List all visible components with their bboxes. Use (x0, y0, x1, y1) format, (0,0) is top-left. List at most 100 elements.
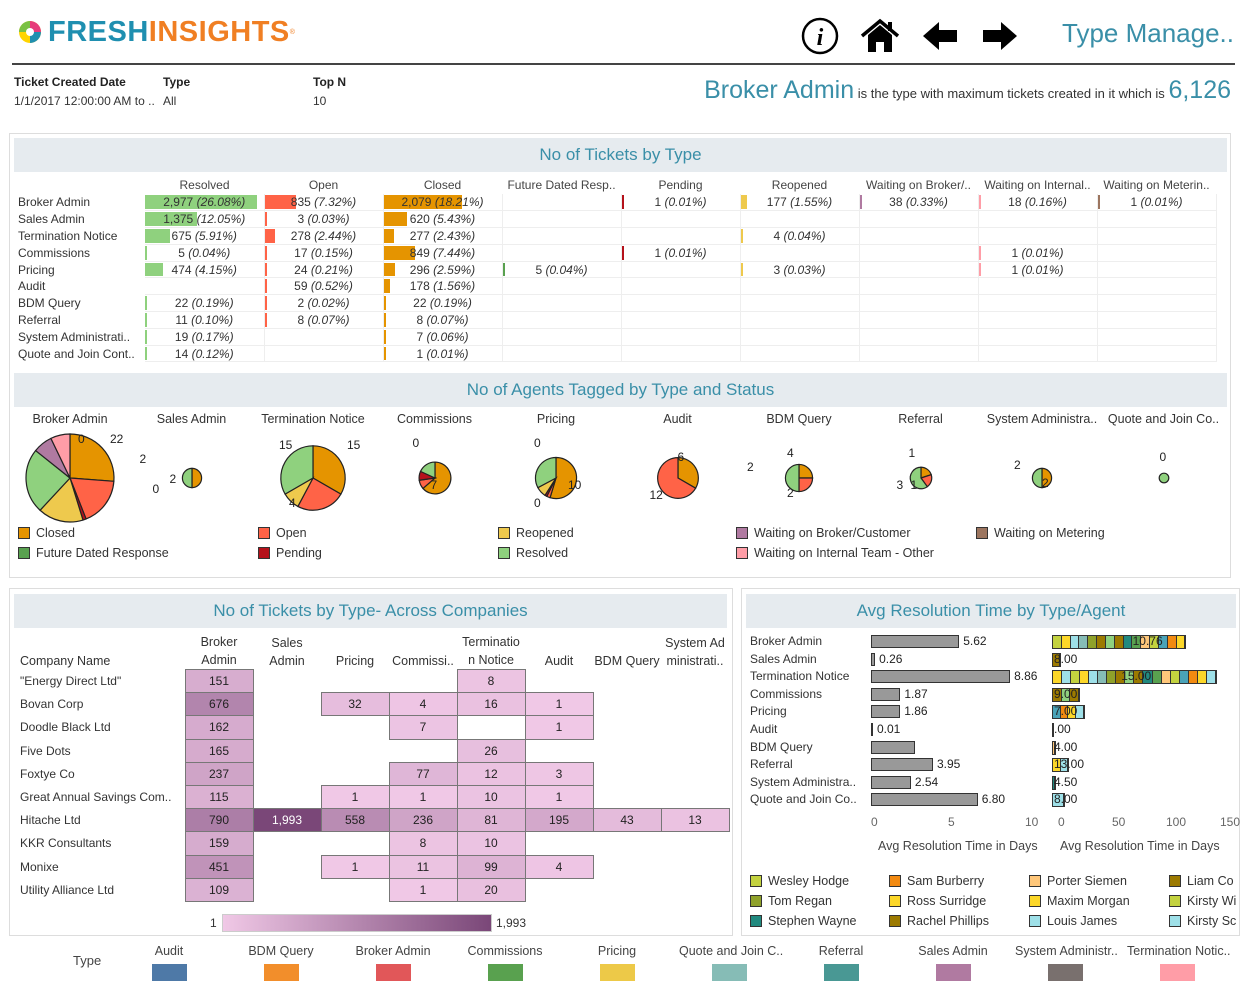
cell-bar (264, 262, 267, 277)
avg-resolution-chart: Broker Admin 5.62 Sales Admin 0.26 Terminati… (742, 589, 1241, 937)
x-axis-label: Avg Resolution Time in Days (1060, 839, 1220, 853)
cell-bar (740, 262, 743, 277)
legend-item[interactable]: Closed (18, 526, 75, 540)
table-row: Five Dots 165 26 (10, 738, 729, 763)
bar-label: Termination Notice (750, 669, 850, 684)
row-label: System Administrati.. (18, 329, 131, 344)
heat-cell: 195 (524, 808, 594, 833)
legend-item[interactable]: Future Dated Response (18, 546, 169, 560)
type-legend-item[interactable]: BDM Query (231, 944, 331, 981)
agent-legend-item[interactable]: Wesley Hodge (750, 874, 849, 888)
bar-label: Quote and Join Co.. (750, 792, 857, 807)
type-legend-item[interactable]: Referral (791, 944, 891, 981)
legend-label: Wesley Hodge (768, 874, 850, 888)
agent-stacked-bar (1052, 740, 1057, 755)
agent-bar-value: 8.00 (1054, 792, 1078, 807)
table-cell (502, 210, 622, 229)
agent-legend-item[interactable]: Ross Surridge (889, 894, 986, 908)
table-cell: 2,977 (26.08%) (145, 194, 265, 212)
agent-legend-item[interactable]: Louis James (1029, 914, 1117, 928)
heat-cell: 1 (320, 784, 390, 810)
cell-bar (264, 212, 267, 227)
legend-item[interactable]: Open (258, 526, 307, 540)
legend-item[interactable]: Resolved (498, 546, 568, 560)
column-header: BDM Query (594, 653, 660, 668)
column-header: Reopened (771, 178, 828, 192)
filter-topn[interactable]: Top N 10 (313, 75, 346, 108)
table-cell (621, 328, 741, 346)
legend-label: Waiting on Broker/Customer (754, 526, 911, 540)
home-button[interactable] (860, 16, 900, 56)
legend-item[interactable]: Waiting on Broker/Customer (736, 526, 911, 540)
legend-item[interactable]: Waiting on Internal Team - Other (736, 546, 934, 560)
filter-type-value[interactable]: All (163, 94, 177, 108)
agent-legend-item[interactable]: Kirsty Sc (1169, 914, 1236, 928)
empty-cell (253, 716, 321, 739)
empty-cell (661, 739, 729, 762)
type-legend-item[interactable]: Quote and Join C.. (679, 944, 783, 981)
agent-legend-item[interactable]: Tom Regan (750, 894, 832, 908)
legend-item[interactable]: Reopened (498, 526, 574, 540)
table-row: BDM Query 22 (0.19%) 2 (0.02%) 22 (0.19%) (10, 294, 1217, 313)
type-legend-item[interactable]: Audit (119, 944, 219, 981)
column-header: Broker Admin (200, 635, 238, 667)
type-legend-item[interactable]: Broker Admin (343, 944, 443, 981)
type-legend-item[interactable]: Termination Notic.. (1127, 944, 1231, 981)
agent-segment (1061, 688, 1071, 701)
agent-segment (1053, 706, 1061, 719)
agent-segment (1206, 671, 1216, 684)
forward-button[interactable] (980, 16, 1020, 56)
agent-legend-item[interactable]: Liam Co (1169, 874, 1234, 888)
column-header: Future Dated Resp.. (507, 178, 616, 192)
heat-cell: 1 (320, 854, 390, 879)
legend-label: Porter Siemen (1047, 874, 1127, 888)
agent-legend: Wesley Hodge Sam Burberry Porter Siemen Lia… (742, 869, 1241, 934)
cell-value: 3 (0.03%) (297, 212, 350, 227)
table-row: Quote and Join Cont.. 14 (0.12%) 1 (0.01%) (10, 345, 1217, 363)
table-cell (978, 227, 1098, 245)
cell-bar (264, 313, 267, 327)
agent-bar-value: 7.00 (1054, 704, 1078, 719)
bar-label: Commissions (750, 686, 823, 701)
filter-type[interactable]: Type All (163, 75, 190, 108)
agent-legend-item[interactable]: Stephen Wayne (750, 914, 856, 928)
table-cell: 3 (0.03%) (264, 210, 384, 229)
table-cell: 474 (4.15%) (145, 261, 265, 279)
table-row: Broker Admin 2,977 (26.08%) 835 (7.32%) 2,0… (10, 194, 1217, 212)
agent-segment (1080, 671, 1090, 684)
arrow-left-icon (923, 22, 957, 50)
column-header: Waiting on Internal.. (984, 178, 1091, 192)
type-legend-item[interactable]: Commissions (455, 944, 555, 981)
info-button[interactable]: i (800, 16, 840, 56)
empty-cell (593, 670, 661, 693)
type-legend-item[interactable]: System Administr.. (1015, 944, 1118, 981)
type-legend-item[interactable]: Pricing (567, 944, 667, 981)
type-legend-item[interactable]: Sales Admin (903, 944, 1003, 981)
agent-legend-item[interactable]: Maxim Morgan (1029, 894, 1130, 908)
cell-value: 59 (0.52%) (294, 279, 353, 294)
agent-legend-item[interactable]: Sam Burberry (889, 874, 984, 888)
cell-value: 14 (0.12%) (174, 346, 234, 361)
agent-legend-item[interactable]: Rachel Phillips (889, 914, 989, 928)
heat-cell: 7 (388, 715, 458, 740)
legend-label: BDM Query (248, 944, 314, 958)
heat-cell: 162 (184, 715, 254, 740)
pie-chart: BDM Query 2 4 2 (739, 412, 859, 522)
filter-topn-value[interactable]: 10 (313, 94, 327, 108)
legend-item[interactable]: Pending (258, 546, 322, 560)
row-header: Company Name (20, 653, 111, 668)
x-tick: 10 (1025, 815, 1039, 829)
agent-stacked-bar (1052, 758, 1070, 773)
cell-bar (859, 195, 862, 210)
filter-date[interactable]: Ticket Created Date 1/1/2017 12:00:00 AM… (14, 75, 155, 108)
legend-label: Broker Admin (355, 944, 431, 958)
agent-legend-item[interactable]: Porter Siemen (1029, 874, 1127, 888)
legend-item[interactable]: Waiting on Metering (976, 526, 1105, 540)
back-button[interactable] (920, 16, 960, 56)
table-cell (621, 227, 741, 245)
x-tick: 5 (948, 815, 955, 829)
agent-stacked-bar (1052, 723, 1054, 737)
filter-date-value[interactable]: 1/1/2017 12:00:00 AM to .. (14, 94, 155, 108)
table-cell: 1 (0.01%) (1097, 194, 1217, 212)
agent-legend-item[interactable]: Kirsty Wi (1169, 894, 1236, 908)
